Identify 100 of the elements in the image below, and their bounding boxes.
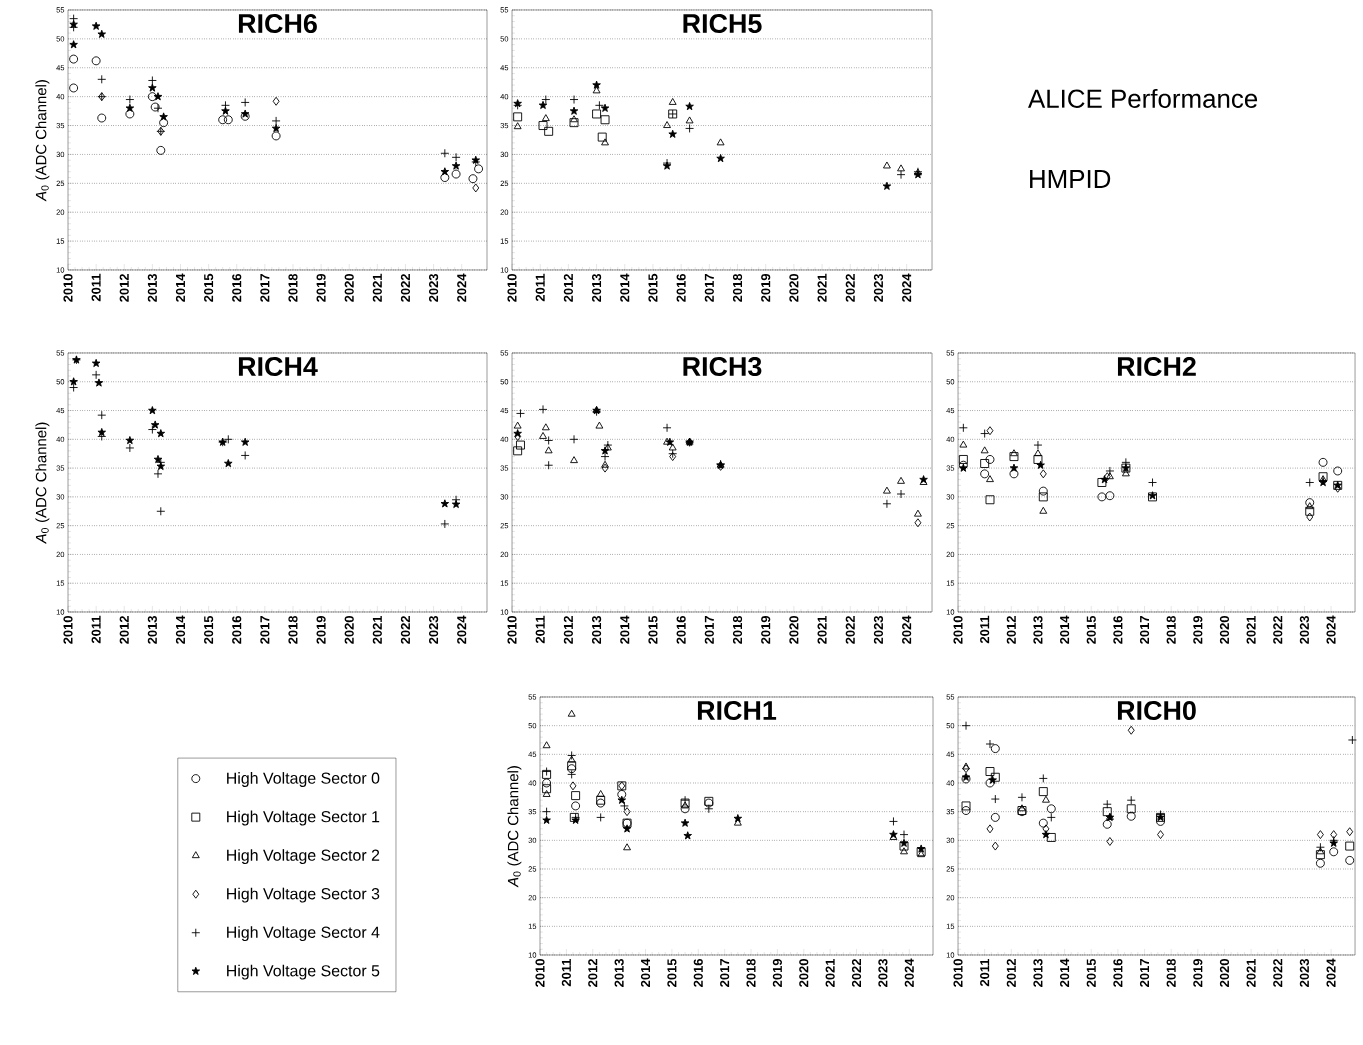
- x-tick-label: 2023: [873, 615, 884, 644]
- point: [513, 446, 523, 456]
- point: [617, 790, 627, 799]
- point: [1036, 460, 1045, 469]
- point: [513, 421, 522, 429]
- chart-title: RICH6: [238, 14, 317, 34]
- point: [665, 437, 675, 446]
- x-tick-label: 2024: [902, 273, 912, 302]
- point: [570, 115, 578, 123]
- point: [69, 40, 78, 49]
- legend-label: High Voltage Sector 4: [227, 926, 380, 942]
- point: [990, 744, 1000, 754]
- point: [600, 103, 610, 112]
- point: [663, 121, 671, 128]
- point: [1156, 816, 1165, 826]
- point: [962, 762, 970, 770]
- point: [240, 437, 250, 446]
- point: [1010, 449, 1018, 457]
- point: [125, 103, 135, 112]
- point: [1345, 841, 1355, 851]
- x-tick-label: 2016: [676, 615, 686, 644]
- x-tick-label: 2024: [904, 958, 914, 987]
- point: [961, 806, 971, 815]
- x-tick-label: 2024: [457, 273, 467, 302]
- point: [91, 56, 101, 66]
- x-tick-label: 2021: [372, 615, 382, 644]
- point: [91, 21, 101, 30]
- point: [914, 518, 922, 528]
- x-tick-label: 2010: [953, 959, 963, 987]
- x-tick-label: 2018: [288, 615, 298, 644]
- point: [451, 161, 461, 170]
- point: [623, 807, 631, 817]
- point: [148, 406, 157, 415]
- point: [985, 455, 995, 464]
- x-tick-label: 2011: [535, 615, 545, 644]
- y-axis-title: A$_{0}$ (ADC Channel): [507, 766, 522, 888]
- x-tick-label: 2020: [1219, 959, 1230, 987]
- point: [1346, 827, 1354, 837]
- x-tick-label: 2023: [1299, 958, 1309, 987]
- point: [516, 440, 525, 450]
- x-tick-label: 2023: [873, 273, 884, 302]
- point: [959, 440, 968, 448]
- x-tick-label: 2017: [704, 616, 714, 644]
- point: [539, 431, 547, 439]
- x-tick-label: 2020: [1219, 616, 1230, 644]
- x-tick-label: 2022: [1273, 616, 1283, 644]
- x-tick-label: 2015: [648, 615, 658, 644]
- x-tick-label: 2023: [1299, 615, 1309, 644]
- point: [1333, 466, 1343, 476]
- x-tick-label: 2024: [1326, 615, 1336, 644]
- point: [685, 102, 694, 111]
- x-tick-label: 2019: [1193, 616, 1203, 644]
- point: [150, 420, 160, 429]
- point: [541, 423, 550, 431]
- point: [567, 755, 576, 763]
- x-tick-label: 2020: [789, 616, 799, 644]
- point: [1318, 457, 1328, 467]
- x-tick-label: 2020: [344, 616, 354, 644]
- x-tick-label: 2021: [1246, 958, 1256, 987]
- chart-title: RICH4: [238, 357, 318, 377]
- x-tick-label: 2023: [428, 615, 439, 644]
- x-tick-label: 2013: [147, 615, 157, 644]
- x-tick-label: 2022: [845, 274, 855, 302]
- point: [916, 844, 926, 853]
- point: [513, 122, 522, 130]
- point: [1009, 463, 1019, 472]
- point: [1305, 502, 1314, 510]
- point: [985, 495, 995, 505]
- point: [218, 115, 228, 125]
- x-tick-label: 2014: [640, 958, 651, 987]
- point: [716, 138, 725, 146]
- point: [597, 132, 607, 142]
- point: [668, 97, 677, 105]
- point: [595, 421, 604, 429]
- x-tick-label: 2010: [507, 616, 517, 644]
- x-tick-label: 2023: [878, 958, 888, 987]
- x-tick-label: 2022: [400, 274, 411, 302]
- point: [570, 456, 578, 464]
- x-tick-label: 2022: [851, 959, 862, 987]
- point: [1316, 830, 1324, 840]
- x-tick-label: 2013: [147, 273, 157, 302]
- x-tick-label: 2011: [980, 615, 990, 644]
- point: [962, 764, 970, 774]
- point: [97, 29, 107, 38]
- x-tick-label: 2014: [175, 615, 186, 644]
- legend-label: High Voltage Sector 3: [227, 887, 380, 903]
- x-tick-label: 2013: [614, 958, 624, 987]
- point: [513, 112, 523, 122]
- x-tick-label: 2021: [1246, 615, 1256, 644]
- point: [541, 114, 550, 122]
- point: [91, 358, 101, 368]
- point: [569, 106, 579, 115]
- point: [542, 778, 552, 788]
- point: [159, 112, 168, 121]
- x-tick-label: 2017: [704, 274, 714, 302]
- x-tick-label: 2018: [1166, 615, 1176, 644]
- point: [223, 115, 233, 125]
- x-tick-label: 2010: [63, 616, 73, 644]
- point: [622, 824, 632, 833]
- point: [1038, 492, 1048, 502]
